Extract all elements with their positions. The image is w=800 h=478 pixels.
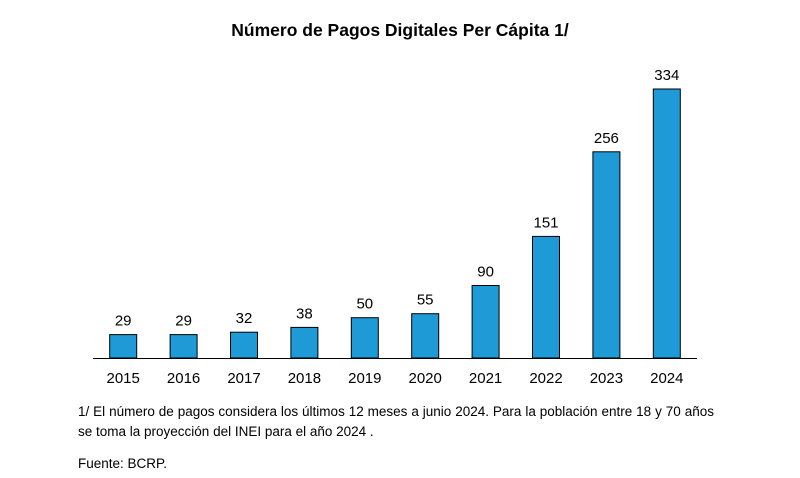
bar-2017: [230, 331, 258, 359]
x-tick-label-2024: 2024: [650, 370, 683, 387]
bar-2015: [109, 334, 138, 359]
bar-2019: [350, 317, 379, 359]
value-labels-group: 29 29 32 38 50 55 90 151 256 334: [115, 67, 679, 330]
x-tick-label-2021: 2021: [469, 370, 502, 387]
value-label-2020: 55: [417, 292, 434, 309]
source-note: Fuente: BCRP.: [78, 456, 168, 471]
value-label-2017: 32: [236, 310, 253, 327]
x-tick-label-2017: 2017: [227, 370, 260, 387]
bar-2018: [290, 326, 319, 359]
value-label-2024: 334: [654, 67, 679, 84]
value-label-2015: 29: [115, 313, 132, 330]
x-axis: 2015 2016 2017 2018 2019 2020 2021 2022 2023 2024: [93, 358, 697, 387]
x-tick-label-2022: 2022: [529, 370, 562, 387]
value-label-2023: 256: [594, 130, 619, 147]
x-tick-label-2016: 2016: [167, 370, 200, 387]
footnote: 1/ El número de pagos considera los últi…: [78, 404, 714, 439]
bar-chart: 29 29 32 38 50 55 90 151 256 334 2015 2016 2017 2018…: [93, 67, 697, 387]
bar-2020: [411, 313, 440, 359]
chart-title: Número de Pagos Digitales Per Cápita 1/: [231, 20, 569, 40]
value-label-2016: 29: [175, 313, 192, 330]
bar-2022: [532, 235, 560, 359]
x-tick-label-2019: 2019: [348, 370, 381, 387]
x-tick-label-2018: 2018: [288, 370, 321, 387]
x-tick-label-2023: 2023: [590, 370, 623, 387]
value-label-2019: 50: [356, 296, 373, 313]
bar-2023: [592, 151, 621, 359]
bar-2024: [652, 88, 681, 359]
bar-2021: [471, 285, 500, 359]
value-label-2022: 151: [533, 214, 558, 231]
x-tick-label-2020: 2020: [409, 370, 442, 387]
x-tick-label-2015: 2015: [107, 370, 140, 387]
value-label-2021: 90: [477, 264, 494, 281]
value-label-2018: 38: [296, 305, 313, 322]
bar-2016: [169, 334, 198, 359]
